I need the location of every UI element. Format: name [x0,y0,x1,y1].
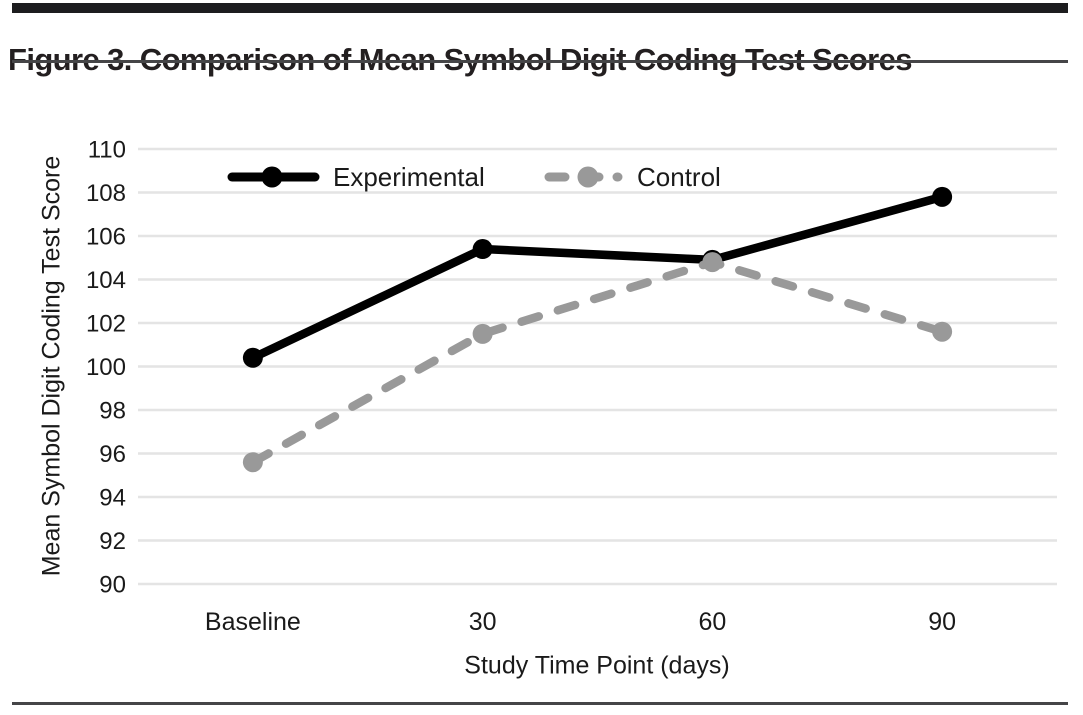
y-tick-label: 100 [86,354,126,381]
series-control-marker [242,452,263,473]
legend-control-label: Control [637,162,721,192]
y-axis-title: Mean Symbol Digit Coding Test Score [37,155,66,577]
x-tick-label: 30 [469,608,497,636]
y-tick-label: 92 [99,528,126,555]
series-control-line [248,257,947,467]
series-experimental-marker [242,347,263,368]
y-tick-label: 94 [99,485,126,512]
top-rule [12,3,1068,13]
series-control-marker [472,323,493,344]
x-tick-label: 60 [698,608,726,636]
series-experimental-marker [932,186,953,207]
series-control-marker [702,252,723,273]
y-tick-label: 110 [88,137,126,164]
y-tick-label: 98 [99,398,126,425]
y-tick-label: 106 [86,224,126,251]
y-tick-label: 104 [86,267,126,294]
title-underline-rule [12,60,1068,63]
series-control-marker [932,321,953,342]
y-tick-label: 96 [99,441,126,468]
y-tick-label: 108 [86,180,126,207]
series-experimental-line [248,192,947,363]
series-experimental-marker [472,239,493,260]
x-axis-title: Study Time Point (days) [464,651,730,680]
y-tick-label: 102 [86,311,126,338]
legend-control-marker [577,166,599,188]
legend-experimental-label: Experimental [333,162,485,192]
y-tick-label: 90 [99,572,126,599]
legend-entry-control: Control [544,162,721,192]
legend-entry-experimental: Experimental [227,162,485,192]
x-tick-label: 90 [928,608,956,636]
x-tick-label: Baseline [205,608,301,636]
figure-title: Figure 3. Comparison of Mean Symbol Digi… [8,41,912,77]
legend-experimental-marker [261,166,283,188]
bottom-rule [12,702,1068,705]
